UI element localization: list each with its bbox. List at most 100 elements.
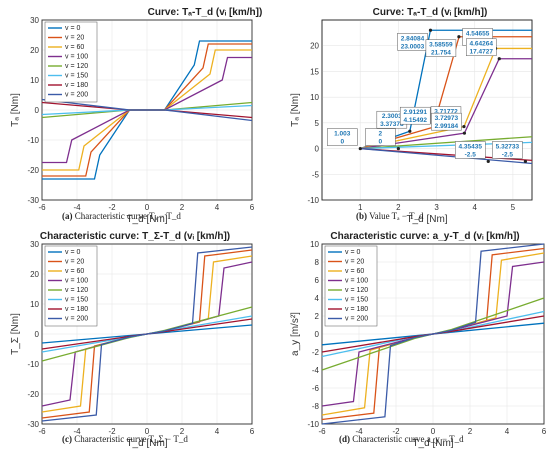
- legend-entry: v = 120: [65, 63, 88, 70]
- y-tick-label: 6: [315, 276, 320, 285]
- datatip-label: 3.72973: [435, 115, 459, 122]
- x-tick-label: 0: [431, 427, 436, 436]
- x-tick-label: 3: [434, 203, 439, 212]
- datatip-marker: [523, 159, 528, 164]
- y-tick-label: 20: [30, 46, 39, 55]
- caption-d-text: Characteristic curve a_y − T_d: [352, 434, 464, 444]
- legend-entry: v = 120: [65, 287, 88, 294]
- y-tick-label: -10: [307, 196, 319, 205]
- datatip-label: 2.91291: [403, 109, 427, 116]
- y-tick-label: 20: [310, 42, 319, 51]
- plot-border: [321, 243, 545, 425]
- legend-entry: v = 100: [65, 278, 88, 285]
- datatip-marker: [486, 159, 490, 164]
- legend-box: [324, 245, 378, 327]
- x-tick-label: 6: [250, 203, 255, 212]
- datatip-marker: [497, 57, 501, 61]
- datatip-label: 3.58559: [429, 42, 453, 49]
- y-tick-label: 10: [30, 300, 39, 309]
- datatip-box: [431, 112, 462, 131]
- plot-border: [41, 19, 253, 201]
- chart-title: Curve: Tₐ-T_d (vᵢ [km/h]): [148, 7, 263, 18]
- legend-entry: v = 60: [65, 268, 84, 275]
- x-tick-label: -2: [108, 427, 116, 436]
- y-tick-label: -10: [27, 360, 39, 369]
- y-tick-label: 10: [310, 93, 319, 102]
- datatip-label: 2.3003: [382, 113, 402, 120]
- series-line-8: [41, 246, 253, 422]
- legend-entry: v = 0: [65, 25, 80, 32]
- legend-entry: v = 0: [345, 249, 360, 256]
- datatip-label: -2.5: [465, 151, 477, 158]
- datatip-label: 2.84084: [401, 35, 425, 42]
- x-tick-label: -6: [38, 427, 46, 436]
- datatip-label: 1.003: [334, 131, 351, 138]
- chart-panel-d: -6 -4 -2 0 2 4 6 -10 -8 -6 -4 -2 0 2 4 6 8 10 Characterist…: [290, 231, 547, 449]
- legend-entry: v = 60: [65, 44, 84, 51]
- x-axis-label: T_d [Nm]: [412, 438, 453, 449]
- y-tick-label: 10: [310, 240, 319, 249]
- x-tick-label: 2: [396, 203, 401, 212]
- x-tick-label: 4: [505, 427, 510, 436]
- legend-entry: v = 150: [65, 297, 88, 304]
- chart-title: Characteristic curve: T_Σ-T_d (vᵢ [km/h]…: [40, 231, 230, 242]
- datatip-box: [492, 141, 523, 159]
- x-tick-label: -2: [392, 427, 400, 436]
- legend-entry: v = 20: [65, 35, 84, 42]
- x-tick-label: -4: [73, 427, 81, 436]
- caption-c: (c) Characteristic curve T_Σ − T_d: [62, 434, 188, 444]
- y-tick-label: 20: [30, 270, 39, 279]
- caption-d: (d) Characteristic curve a_y − T_d: [339, 434, 464, 444]
- datatip-label: 4.64264: [470, 41, 494, 48]
- datatip-label: 2: [379, 131, 383, 138]
- y-tick-label: 30: [30, 16, 39, 25]
- y-axis-label: Tₐ [Nm]: [10, 93, 21, 127]
- series-line-8: [41, 98, 253, 122]
- legend-entry: v = 0: [65, 249, 80, 256]
- plot-border: [321, 19, 533, 201]
- y-tick-label: -20: [27, 390, 39, 399]
- datatip-label: 21.754: [431, 50, 451, 57]
- y-axis-label: T_Σ [Nm]: [10, 313, 21, 355]
- legend-entry: v = 100: [345, 278, 368, 285]
- caption-b-label: (b): [356, 211, 367, 221]
- caption-b-text: Value Tₐ − T_d: [369, 211, 424, 221]
- x-tick-label: -4: [355, 427, 363, 436]
- legend-entry: v = 100: [65, 54, 88, 61]
- caption-c-label: (c): [62, 434, 72, 444]
- y-tick-label: -6: [312, 384, 320, 393]
- y-axis-label: Tₐ [Nm]: [290, 93, 301, 127]
- caption-b: (b) Value Tₐ − T_d: [356, 211, 424, 221]
- y-tick-label: -8: [312, 402, 320, 411]
- legend-entry: v = 150: [345, 297, 368, 304]
- datatip-label: 4.54655: [466, 30, 490, 37]
- legend-box: [44, 21, 98, 103]
- y-tick-label: -20: [27, 166, 39, 175]
- datatip-box: [455, 141, 486, 159]
- y-tick-label: 0: [315, 145, 320, 154]
- x-tick-label: -4: [73, 203, 81, 212]
- datatip-label: 0: [379, 139, 383, 146]
- series-line-8: [321, 243, 545, 425]
- datatip-marker: [462, 125, 466, 129]
- y-tick-label: 10: [30, 76, 39, 85]
- y-tick-label: -30: [27, 420, 39, 429]
- datatip-box: [425, 39, 457, 57]
- datatip-box: [365, 128, 396, 146]
- legend-entry: v = 150: [65, 73, 88, 80]
- x-tick-label: 5: [511, 203, 516, 212]
- y-tick-label: 4: [315, 294, 320, 303]
- x-tick-label: -6: [38, 203, 46, 212]
- legend-entry: v = 20: [345, 259, 364, 266]
- datatip-label: 3.71772: [434, 109, 458, 116]
- x-tick-label: 2: [180, 427, 185, 436]
- x-tick-label: -6: [318, 427, 326, 436]
- x-tick-label: 4: [215, 427, 220, 436]
- chart-panel-b: 1 2 3 4 5-10-5051015201.0030202.30033.373782…: [290, 7, 533, 225]
- legend-entry: v = 120: [345, 287, 368, 294]
- series-line-5: [360, 136, 533, 150]
- datatip-marker: [462, 131, 467, 135]
- y-tick-label: 2: [315, 312, 320, 321]
